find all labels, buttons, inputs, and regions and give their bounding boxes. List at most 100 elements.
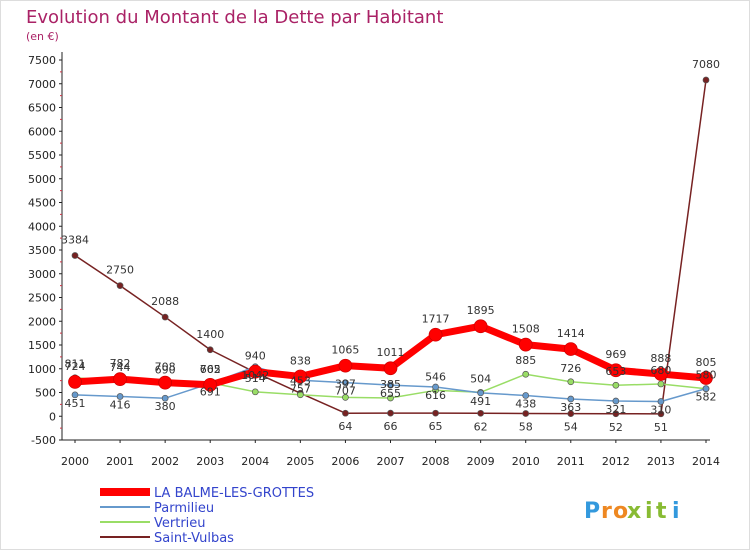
data-point	[432, 383, 439, 391]
data-label: 54	[564, 421, 578, 434]
data-label: 546	[425, 370, 446, 383]
data-label: 397	[335, 377, 356, 390]
data-label: 724	[65, 360, 86, 373]
data-point	[158, 375, 172, 390]
chart-title: Evolution du Montant de la Dette par Hab…	[26, 7, 443, 28]
data-label: 653	[605, 365, 626, 378]
data-label: 491	[470, 395, 491, 408]
data-label: 1011	[377, 346, 405, 359]
y-tick-label: 2000	[28, 315, 56, 328]
brand-letter: r	[601, 499, 612, 524]
x-tick-label: 2005	[286, 455, 314, 468]
y-tick-label: 500	[35, 387, 56, 400]
axes: -500 0 500 1000 1500 2000 2500 3000 3500 4000 4500…	[28, 52, 720, 468]
data-label: 514	[245, 372, 266, 385]
data-point	[71, 252, 79, 259]
data-label: 416	[110, 398, 131, 411]
data-point	[248, 364, 263, 379]
x-tick-label: 2008	[422, 455, 450, 468]
data-point	[473, 319, 488, 334]
data-point	[387, 409, 394, 417]
data-labels: 724 782 708 662 940 838 1065 1011 1717 1895 1508 14…	[61, 58, 720, 434]
y-tick-label: 4500	[28, 197, 56, 210]
data-point	[203, 377, 218, 392]
data-point	[161, 313, 169, 321]
data-point	[657, 398, 665, 405]
data-point	[338, 358, 353, 373]
data-point	[567, 395, 575, 403]
y-tick-label: 1000	[28, 363, 56, 376]
data-point	[387, 381, 394, 389]
data-label: 726	[560, 362, 581, 375]
data-label: 1895	[467, 304, 495, 317]
data-label: 885	[515, 354, 536, 367]
data-label: 310	[650, 404, 671, 417]
y-tick-label: 7000	[28, 78, 56, 91]
data-point	[71, 391, 79, 399]
data-label: 707	[335, 385, 356, 398]
x-tick-label: 2010	[512, 455, 540, 468]
data-point	[342, 394, 349, 401]
data-label: 1508	[512, 323, 540, 336]
legend-entry: Saint-Vulbas	[154, 531, 234, 546]
data-label: 705	[200, 363, 221, 376]
x-tick-label: 2003	[196, 455, 224, 468]
x-tick-label: 2002	[151, 455, 179, 468]
y-tick-label: 4000	[28, 220, 56, 233]
x-tick-label: 2006	[331, 455, 359, 468]
data-point	[657, 410, 665, 418]
y-tick-label: 1500	[28, 339, 56, 352]
data-point	[612, 381, 620, 389]
data-label: 51	[654, 421, 668, 434]
y-tick-label: 3500	[28, 244, 56, 257]
legend-entry: Vertrieu	[154, 516, 206, 531]
data-label: 451	[65, 397, 86, 410]
data-label: 708	[155, 361, 176, 374]
data-label: 888	[650, 352, 671, 365]
y-tick-label: 7500	[28, 54, 56, 67]
data-point	[161, 394, 169, 402]
data-label: 744	[110, 361, 131, 374]
legend-entry: Parmilieu	[154, 501, 214, 516]
data-point	[657, 380, 665, 388]
data-label: 321	[605, 403, 626, 416]
x-tick-label: 2014	[692, 455, 720, 468]
data-label: 662	[200, 363, 221, 376]
data-label: 385	[380, 378, 401, 391]
data-point	[654, 367, 668, 381]
data-label: 969	[605, 348, 626, 361]
data-label: 655	[380, 387, 401, 400]
data-label: 7080	[692, 58, 720, 71]
y-tick-label: 3000	[28, 268, 56, 281]
series-lines	[68, 76, 713, 418]
x-tick-label: 2009	[467, 455, 495, 468]
data-label: 940	[245, 350, 266, 363]
y-tick-label: 2500	[28, 292, 56, 305]
data-point	[251, 388, 259, 396]
data-label: 453	[290, 375, 311, 388]
data-label: 363	[560, 401, 581, 414]
data-point	[68, 375, 82, 389]
data-label: 438	[515, 397, 536, 410]
data-point	[383, 361, 398, 376]
data-point	[518, 337, 533, 352]
x-tick-label: 2011	[557, 455, 585, 468]
y-tick-label: 6500	[28, 102, 56, 115]
data-label: 65	[429, 420, 443, 433]
data-label: 1414	[557, 327, 585, 340]
data-point	[477, 389, 484, 397]
data-label: 62	[474, 420, 488, 433]
data-point	[702, 385, 710, 392]
data-point	[477, 409, 484, 417]
x-tick-label: 2013	[647, 455, 675, 468]
data-label: 2088	[151, 295, 179, 308]
data-label: 616	[425, 389, 446, 402]
data-point	[387, 394, 394, 402]
data-label: 1717	[422, 313, 450, 326]
y-tick-label: 0	[49, 410, 56, 423]
data-point	[699, 371, 713, 385]
chart-subtitle: (en €)	[26, 30, 59, 43]
data-label: 380	[155, 400, 176, 413]
